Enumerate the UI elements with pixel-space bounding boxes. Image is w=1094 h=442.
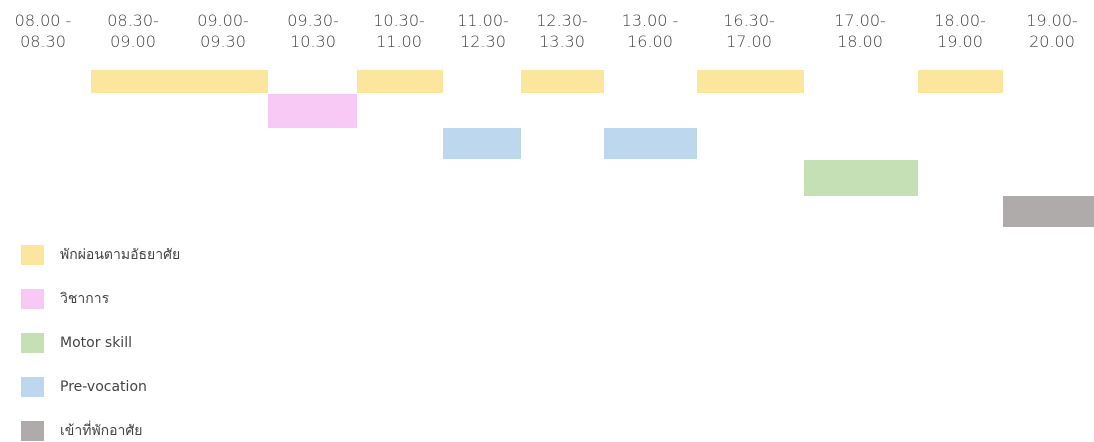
time-slot-end: 16.00 [627, 32, 673, 51]
time-slot-start: 13.00 - [621, 11, 679, 30]
time-slot-start: 09.30- [287, 11, 339, 30]
time-slot-end: 19.00 [937, 32, 983, 51]
time-slot-label: 11.00- 12.30 [433, 10, 533, 52]
time-slot-start: 10.30- [373, 11, 425, 30]
legend-label: พักผ่อนตามอัธยาศัย [60, 247, 181, 263]
legend-item-motor: Motor skill [21, 332, 421, 354]
time-slot-label: 12.30- 13.30 [512, 10, 612, 52]
legend-swatch [21, 333, 44, 353]
activity-bar-leisure [697, 70, 804, 93]
time-slot-start: 08.30- [107, 11, 159, 30]
time-slot-end: 17.00 [726, 32, 772, 51]
time-slot-end: 09.00 [110, 32, 156, 51]
time-slot-end: 12.30 [460, 32, 506, 51]
schedule-timeline: 08.00 - 08.30 08.30- 09.00 09.00- 09.30 09.30-… [0, 10, 1094, 227]
time-slot-start: 16.30- [723, 11, 775, 30]
legend-item-leisure: พักผ่อนตามอัธยาศัย [21, 244, 421, 266]
activity-bar-prevocation [604, 128, 697, 159]
time-slot-end: 18.00 [837, 32, 883, 51]
time-slot-label: 19.00- 20.00 [1002, 10, 1094, 52]
legend-label: วิชาการ [60, 291, 110, 307]
activity-bar-prevocation [443, 128, 521, 159]
time-slot-end: 13.30 [539, 32, 585, 51]
time-slot-end: 10.30 [290, 32, 336, 51]
activity-bar-leisure [521, 70, 604, 93]
activity-bar-dormitory [1003, 196, 1094, 227]
legend-label: Motor skill [60, 335, 132, 351]
time-slot-label: 17.00- 18.00 [810, 10, 910, 52]
activity-bar-leisure [357, 70, 443, 93]
time-slot-start: 19.00- [1026, 11, 1078, 30]
time-slot-end: 09.30 [200, 32, 246, 51]
time-slot-label: 09.30- 10.30 [263, 10, 363, 52]
time-slot-label: 08.30- 09.00 [83, 10, 183, 52]
time-slot-end: 08.30 [20, 32, 66, 51]
time-slot-label: 16.30- 17.00 [699, 10, 799, 52]
legend-swatch [21, 377, 44, 397]
time-slot-start: 17.00- [834, 11, 886, 30]
time-slot-label: 13.00 - 16.00 [600, 10, 700, 52]
legend-swatch [21, 289, 44, 309]
time-slot-start: 18.00- [934, 11, 986, 30]
time-slot-label: 08.00 - 08.30 [0, 10, 93, 52]
legend-swatch [21, 421, 44, 441]
legend-label: Pre-vocation [60, 379, 147, 395]
time-slot-end: 11.00 [376, 32, 422, 51]
time-slot-label: 09.00- 09.30 [173, 10, 273, 52]
legend-label: เข้าที่พักอาศัย [60, 423, 143, 439]
time-slot-start: 12.30- [536, 11, 588, 30]
time-slot-end: 20.00 [1029, 32, 1075, 51]
time-slot-start: 09.00- [197, 11, 249, 30]
time-slot-start: 08.00 - [14, 11, 72, 30]
legend-item-academic: วิชาการ [21, 288, 421, 310]
legend-item-prevocation: Pre-vocation [21, 376, 421, 398]
time-slot-start: 11.00- [457, 11, 509, 30]
time-slot-label: 18.00- 19.00 [910, 10, 1010, 52]
time-slot-label: 10.30- 11.00 [349, 10, 449, 52]
activity-bar-leisure [91, 70, 268, 93]
legend-swatch [21, 245, 44, 265]
activity-bar-motor [804, 160, 918, 196]
activity-bar-academic [268, 94, 357, 128]
activity-bar-leisure [918, 70, 1003, 93]
legend-item-dormitory: เข้าที่พักอาศัย [21, 420, 421, 442]
